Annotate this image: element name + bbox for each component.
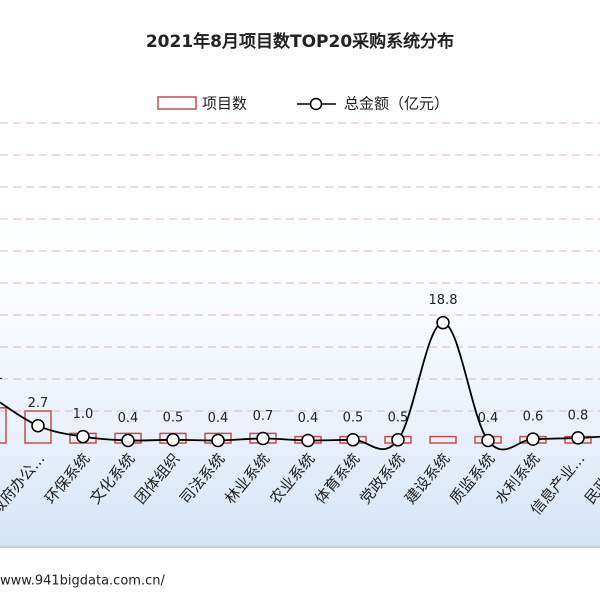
data-label: 0.5 — [163, 410, 184, 425]
data-label: 1.0 — [73, 407, 94, 422]
line — [0, 321, 600, 451]
legend-label: 项目数 — [202, 95, 247, 113]
footer: www.941bigdata.com.cn/ — [0, 574, 165, 589]
data-label: 0.4 — [208, 411, 229, 426]
data-label: 2.7 — [28, 396, 49, 411]
legend-marker — [309, 97, 323, 111]
line-marker — [211, 433, 225, 448]
legend-swatch — [157, 96, 197, 110]
line-marker — [121, 433, 135, 448]
line-marker — [256, 431, 270, 446]
data-label: 18.8 — [429, 293, 458, 308]
bar — [24, 410, 52, 444]
data-label: 0.6 — [523, 410, 544, 425]
chart-title: 2021年8月项目数TOP20采购系统分布 — [146, 31, 454, 52]
data-label: 0.8 — [568, 408, 589, 423]
line-marker — [391, 433, 405, 447]
bar — [0, 407, 7, 444]
data-label: 0.4 — [118, 411, 139, 426]
data-label: 0.4 — [478, 411, 499, 426]
data-label: 7.1 — [0, 368, 3, 383]
line-marker — [346, 433, 360, 447]
line-marker — [571, 431, 585, 445]
data-label: 0.5 — [343, 410, 364, 425]
line-marker — [76, 429, 90, 444]
data-label: 0.5 — [388, 410, 409, 425]
line-marker — [31, 418, 45, 433]
bar — [429, 435, 457, 444]
data-label: 0.7 — [253, 409, 274, 424]
plot-background — [0, 150, 600, 546]
data-label: 0.4 — [298, 411, 319, 426]
line-marker — [166, 433, 180, 447]
line-marker — [526, 432, 540, 446]
line-marker — [436, 315, 450, 330]
line-marker — [481, 433, 495, 448]
legend-label: 总金额（亿元） — [344, 95, 449, 113]
line-marker — [301, 433, 315, 448]
